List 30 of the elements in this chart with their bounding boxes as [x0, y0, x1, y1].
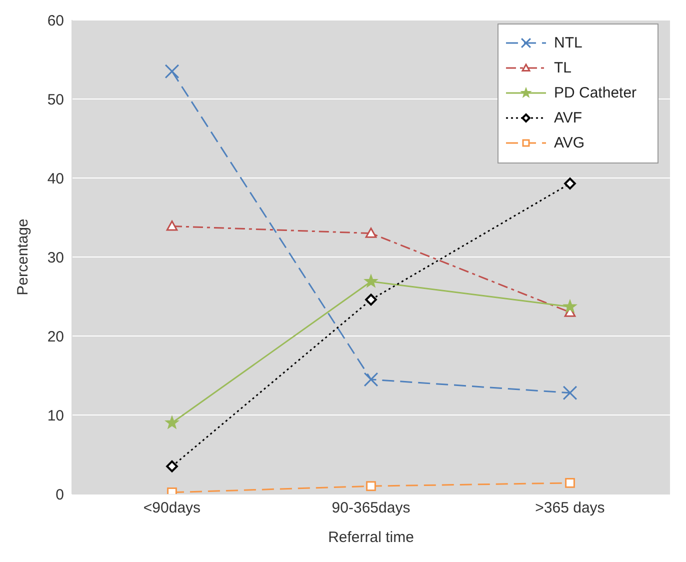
y-tick-label: 20	[47, 328, 64, 346]
y-axis-title: Percentage	[14, 218, 32, 296]
y-tick-label: 60	[47, 12, 64, 30]
y-tick-label: 0	[56, 486, 64, 504]
point	[165, 64, 179, 78]
legend-label: PD Catheter	[554, 84, 637, 102]
point	[166, 416, 178, 428]
y-tick-label: 50	[47, 91, 64, 108]
x-tick-label: <90days	[143, 500, 201, 517]
point	[166, 220, 178, 231]
point	[564, 178, 576, 190]
legend-label: TL	[554, 60, 572, 76]
y-tick-label: 10	[47, 407, 64, 424]
x-tick-label: >365 days	[535, 500, 605, 517]
point	[364, 274, 378, 287]
point	[564, 300, 576, 312]
point	[166, 460, 178, 472]
point	[365, 294, 377, 306]
point	[366, 481, 376, 492]
point	[365, 228, 377, 238]
y-tick-label: 40	[47, 170, 64, 188]
y-tick-label: 30	[47, 249, 64, 266]
legend-label: NTL	[554, 34, 582, 52]
legend-label: AVG	[554, 134, 585, 152]
point	[563, 386, 577, 400]
point	[364, 372, 378, 386]
point	[565, 478, 575, 488]
x-tick-label: 90-365days	[332, 500, 410, 517]
x-axis-title: Referral time	[328, 529, 414, 546]
legend-label: AVF	[554, 110, 582, 126]
